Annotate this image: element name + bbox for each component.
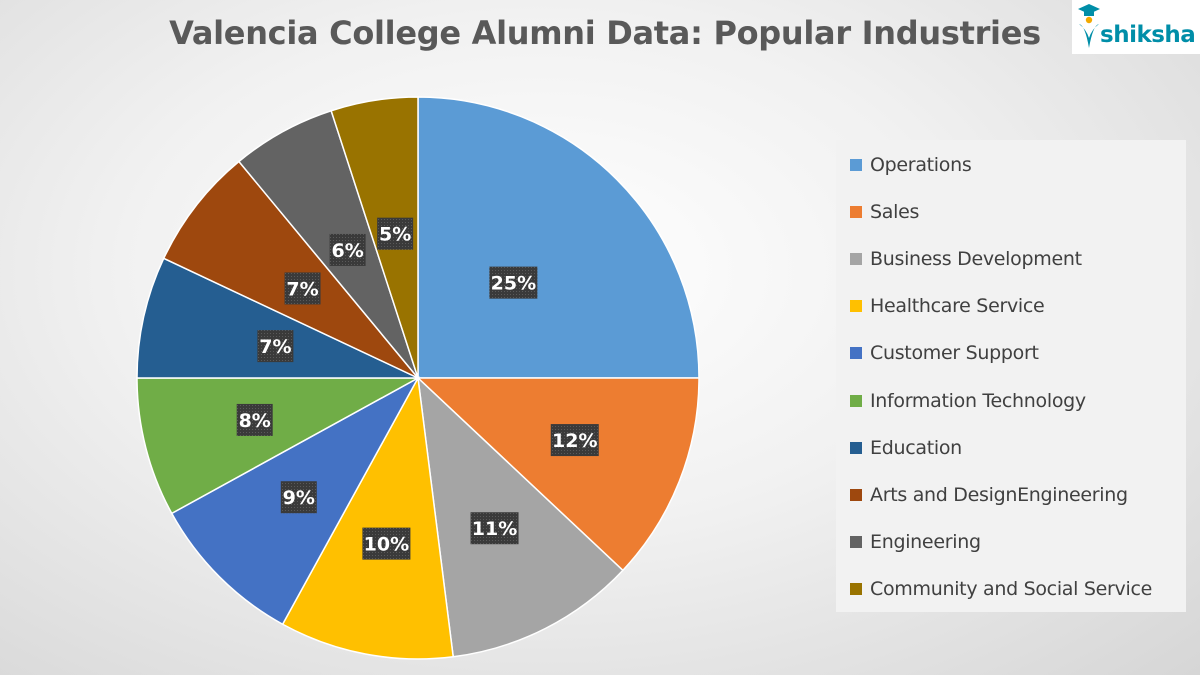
legend-swatch <box>850 535 862 548</box>
legend-swatch <box>850 347 862 360</box>
pie-slice-healthcare-service <box>281 375 455 660</box>
legend-label: Sales <box>870 201 920 224</box>
legend-swatch <box>850 582 862 595</box>
shiksha-logo: shiksha <box>1072 0 1200 54</box>
chart-legend: Operations Sales Business Development Healt… <box>836 140 1186 612</box>
data-label-box <box>236 403 273 436</box>
data-label-healthcare-service: 10% <box>362 527 411 560</box>
data-label-text: 9% <box>283 487 315 509</box>
legend-swatch <box>850 159 862 171</box>
data-label-box <box>489 266 538 299</box>
data-label-community-and-social-service: 5% <box>377 217 414 250</box>
legend-label: Engineering <box>870 530 981 553</box>
data-label-text: 5% <box>379 224 411 246</box>
data-label-information-technology: 8% <box>236 403 273 436</box>
data-label-text: 25% <box>491 273 536 295</box>
data-label-box <box>257 330 294 363</box>
data-label-education: 7% <box>257 330 294 363</box>
legend-swatch <box>850 394 862 407</box>
logo-text: shiksha <box>1100 22 1196 48</box>
data-label-box <box>280 481 317 514</box>
legend-label: Arts and DesignEngineering <box>870 483 1128 506</box>
legend-label: Information Technology <box>870 389 1086 412</box>
data-label-text: 7% <box>286 278 318 300</box>
data-label-text: 6% <box>331 240 363 262</box>
pie-slice-arts-and-designengineering <box>162 160 419 379</box>
data-label-box <box>329 233 366 266</box>
chart-title: Valencia College Alumni Data: Popular In… <box>169 14 1041 52</box>
data-label-arts-and-designengineering: 7% <box>284 272 321 305</box>
data-label-text: 7% <box>259 336 291 358</box>
data-label-box <box>550 424 599 457</box>
legend-swatch <box>850 300 862 313</box>
legend-swatch <box>850 441 862 454</box>
pie-slice-education <box>136 257 419 379</box>
data-label-box <box>470 512 519 545</box>
data-label-engineering: 6% <box>329 233 366 266</box>
data-label-text: 8% <box>239 410 271 432</box>
data-label-text: 12% <box>552 430 597 452</box>
legend-label: Business Development <box>870 248 1082 271</box>
data-label-box <box>362 527 411 560</box>
legend-swatch <box>850 206 862 219</box>
data-label-sales: 12% <box>550 424 599 457</box>
pie-chart: 25% 12% 11% 10% 9% 8% 7% 7% 6% 5% <box>136 96 700 660</box>
pie-slice-sales <box>416 377 700 572</box>
legend-label: Community and Social Service <box>870 577 1152 600</box>
graduate-cap-icon <box>1078 4 1100 48</box>
pie-slice-operations <box>417 96 700 379</box>
data-label-text: 11% <box>472 518 517 540</box>
legend-label: Customer Support <box>870 342 1039 365</box>
data-label-box <box>377 217 414 250</box>
pie-slice-business-development <box>416 376 624 658</box>
legend-swatch <box>850 488 862 501</box>
legend-label: Education <box>870 436 962 459</box>
data-label-text: 10% <box>364 534 409 556</box>
pie-slice-community-and-social-service <box>330 96 419 379</box>
data-label-business-development: 11% <box>470 512 519 545</box>
legend-swatch <box>850 253 862 266</box>
data-label-customer-support: 9% <box>280 481 317 514</box>
pie-slice-information-technology <box>136 377 419 515</box>
data-label-box <box>284 272 321 305</box>
legend-label: Operations <box>870 154 972 176</box>
data-label-operations: 25% <box>489 266 538 299</box>
legend-label: Healthcare Service <box>870 295 1045 318</box>
